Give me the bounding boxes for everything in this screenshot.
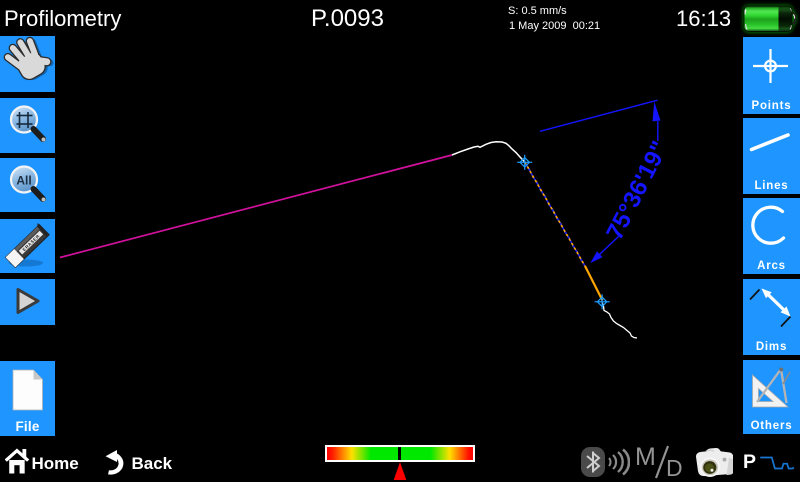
svg-text:All: All xyxy=(16,173,31,187)
svg-text:75°36'19": 75°36'19" xyxy=(601,137,674,244)
